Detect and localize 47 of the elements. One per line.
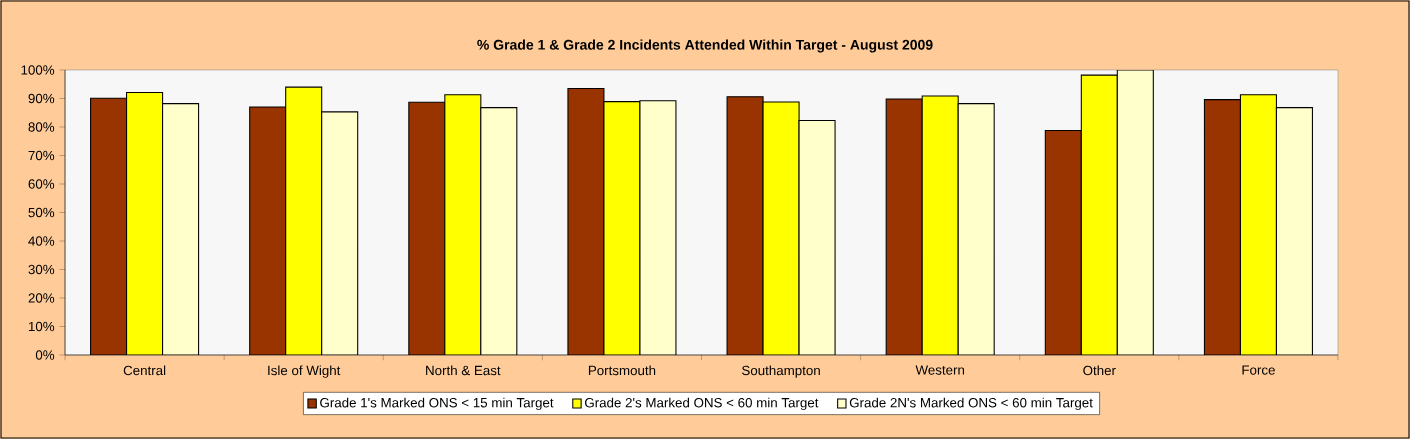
bar bbox=[1080, 74, 1118, 355]
legend-label: Grade 1's Marked ONS < 15 min Target bbox=[320, 397, 554, 411]
chart-title: % Grade 1 & Grade 2 Incidents Attended Within Target - August 2009 bbox=[477, 39, 933, 53]
bar bbox=[1239, 94, 1277, 355]
x-tick-label: Isle of Wight bbox=[268, 365, 341, 378]
bar bbox=[408, 101, 446, 355]
bar bbox=[798, 119, 836, 355]
x-tick-label: Southampton bbox=[742, 365, 820, 378]
x-tick-label: Central bbox=[123, 365, 166, 376]
y-tick-label: 70% bbox=[28, 150, 55, 161]
x-tick-label: Western bbox=[915, 365, 965, 375]
bar bbox=[1044, 129, 1082, 355]
bar bbox=[126, 91, 164, 355]
legend-label: Grade 2's Marked ONS < 60 min Target bbox=[585, 397, 819, 411]
x-tick-label: North & East bbox=[426, 365, 501, 376]
y-tick-label: 80% bbox=[28, 122, 55, 132]
y-tick-label: 0% bbox=[35, 350, 55, 360]
y-tick-label: 30% bbox=[28, 264, 55, 275]
bar bbox=[567, 87, 605, 355]
y-tick-label: 20% bbox=[28, 293, 55, 303]
bar bbox=[444, 94, 482, 355]
legend-label: Grade 2N's Marked ONS < 60 min Target bbox=[849, 397, 1093, 411]
bar bbox=[285, 86, 323, 355]
y-tick-label: 40% bbox=[28, 236, 55, 246]
x-tick-label: Other bbox=[1083, 365, 1116, 376]
bar bbox=[885, 98, 923, 355]
y-tick-label: 90% bbox=[28, 93, 55, 104]
y-tick-label: 100% bbox=[21, 65, 55, 75]
x-tick-label: Force bbox=[1242, 365, 1275, 375]
bar bbox=[639, 100, 677, 355]
y-tick-label: 50% bbox=[28, 207, 55, 218]
bar bbox=[921, 95, 959, 355]
x-tick-label: Portsmouth bbox=[588, 365, 656, 376]
bar bbox=[480, 107, 518, 355]
bar bbox=[249, 106, 287, 355]
bar bbox=[603, 101, 641, 355]
bar bbox=[90, 97, 128, 355]
y-tick-label: 60% bbox=[28, 179, 55, 189]
y-tick-label: 10% bbox=[28, 321, 55, 332]
bar bbox=[1275, 107, 1313, 355]
bar bbox=[1116, 69, 1154, 355]
bar bbox=[321, 111, 359, 355]
bar bbox=[726, 96, 764, 355]
bar bbox=[957, 103, 995, 355]
bar bbox=[162, 103, 200, 355]
bar bbox=[762, 101, 800, 355]
bar bbox=[1203, 99, 1241, 355]
